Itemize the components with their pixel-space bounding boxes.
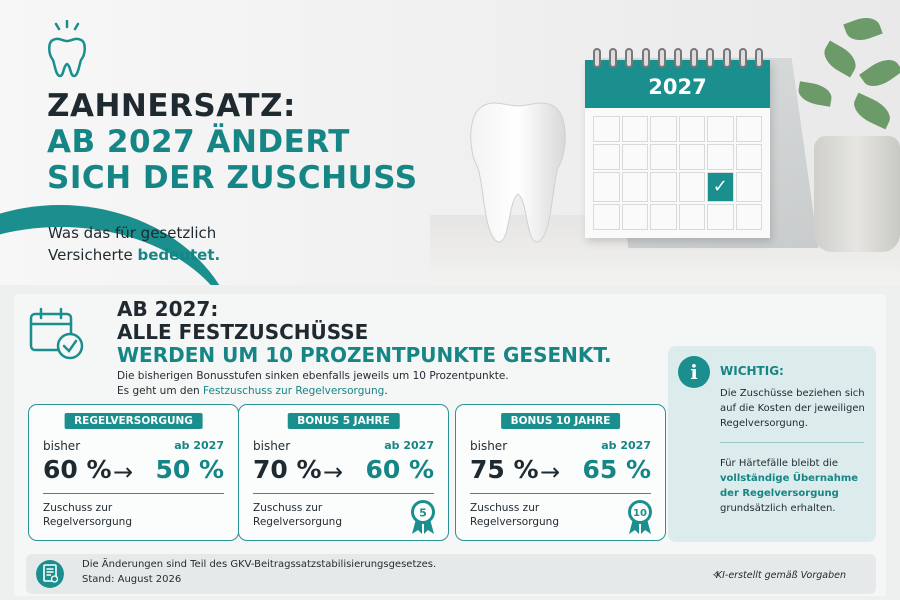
label-new: ab 2027 — [601, 439, 651, 452]
arrow-right-icon: → — [323, 458, 344, 486]
plant-leaf — [843, 12, 883, 46]
hero-subtitle-part2: Versicherte — [48, 246, 138, 264]
arrow-right-icon: → — [113, 458, 134, 486]
section-note-accent: Festzuschuss zur Regelversorgung — [203, 385, 385, 397]
document-icon — [36, 560, 64, 588]
card-badge: BONUS 10 JAHRE — [500, 413, 621, 429]
label-old: bisher — [253, 439, 291, 453]
card-footnote: Zuschuss zur Regelversorgung — [470, 501, 559, 529]
plant-leaf — [818, 40, 862, 78]
info-text1: Die Zuschüsse beziehen sich auf die Kost… — [720, 388, 865, 429]
info-text2-accent: vollständige Übernahme der Regelversorgu… — [720, 473, 859, 499]
hero-title-line1: ZAHNERSATZ: — [47, 88, 296, 124]
plant-pot-image — [814, 136, 900, 252]
medal-10-number: 10 — [633, 508, 647, 519]
card-bonus-5: BONUS 5 JAHRE bisher ab 2027 70 % → 60 %… — [238, 404, 449, 541]
calendar-check-outline-icon — [29, 307, 84, 360]
label-old: bisher — [470, 439, 508, 453]
desk-calendar-image: 2027 ✓ — [585, 48, 819, 248]
section-note: Die bisherigen Bonusstufen sinken ebenfa… — [117, 369, 509, 399]
medal-5-icon: 5 — [411, 500, 435, 534]
card-footnote-line1: Zuschuss zur — [253, 502, 323, 514]
card-footnote: Zuschuss zur Regelversorgung — [43, 501, 132, 529]
footer-date: Stand: August 2026 — [82, 574, 182, 585]
hero-subtitle: Was das für gesetzlich Versicherte bedeu… — [48, 222, 220, 266]
plant-leaf — [849, 92, 895, 130]
card-footnote-line2: Regelversorgung — [43, 516, 132, 528]
footer: Die Änderungen sind Teil des GKV-Beitrag… — [26, 554, 876, 594]
value-old: 70 % — [253, 455, 322, 484]
ai-generated-note: KI-erstellt gemäß Vorgaben — [715, 570, 846, 581]
calendar-rings — [593, 48, 763, 68]
hero-title-line3: SICH DER ZUSCHUSS — [47, 160, 418, 196]
plant-leaf — [796, 81, 834, 107]
hero-title-line2: AB 2027 ÄNDERT — [47, 124, 350, 160]
label-old: bisher — [43, 439, 81, 453]
plant-leaf — [859, 53, 900, 93]
info-icon: i — [678, 356, 710, 388]
info-divider — [720, 442, 864, 443]
hero-subtitle-accent: bedeutet. — [137, 246, 221, 264]
info-text2: Für Härtefälle bleibt die vollständige Ü… — [720, 456, 870, 516]
calendar-face: 2027 ✓ — [585, 60, 770, 238]
card-bonus-10: BONUS 10 JAHRE bisher ab 2027 75 % → 65 … — [455, 404, 666, 541]
card-footnote: Zuschuss zur Regelversorgung — [253, 501, 342, 529]
card-badge: REGELVERSORGUNG — [64, 413, 203, 429]
arrow-right-icon: → — [540, 458, 561, 486]
tooth-model-image — [470, 102, 566, 243]
tooth-icon — [48, 20, 86, 78]
section-title-line3: WERDEN UM 10 PROZENTPUNKTE GESENKT. — [117, 343, 612, 367]
info-box: i WICHTIG: Die Zuschüsse beziehen sich a… — [668, 346, 876, 542]
calendar-grid: ✓ — [593, 116, 762, 230]
section-note-line1: Die bisherigen Bonusstufen sinken ebenfa… — [117, 370, 509, 382]
card-footnote-line2: Regelversorgung — [253, 516, 342, 528]
section-note-line2: Es geht um den — [117, 385, 204, 397]
value-old: 60 % — [43, 455, 112, 484]
hero-subtitle-part1: Was das für gesetzlich — [48, 224, 217, 242]
info-text2-part1: Für Härtefälle bleibt die — [720, 458, 838, 469]
medal-10-icon: 10 — [628, 500, 652, 534]
card-footnote-line1: Zuschuss zur — [470, 502, 540, 514]
value-new: 60 % — [365, 455, 434, 484]
value-old: 75 % — [470, 455, 539, 484]
ai-sparkle-icon: ⟡ — [712, 568, 720, 581]
value-new: 65 % — [582, 455, 651, 484]
label-new: ab 2027 — [384, 439, 434, 452]
card-footnote-line2: Regelversorgung — [470, 516, 559, 528]
section-note-end: . — [384, 385, 388, 397]
hero-title: ZAHNERSATZ: AB 2027 ÄNDERT SICH DER ZUSC… — [47, 88, 418, 196]
card-divider — [470, 493, 651, 494]
calendar-check-icon: ✓ — [707, 172, 734, 202]
section-title-line2: ALLE FESTZUSCHÜSSE — [117, 320, 369, 344]
calendar-year: 2027 — [585, 60, 770, 108]
medal-5-number: 5 — [419, 507, 427, 520]
card-badge: BONUS 5 JAHRE — [287, 413, 400, 429]
hero-banner: ZAHNERSATZ: AB 2027 ÄNDERT SICH DER ZUSC… — [0, 0, 900, 285]
card-regelversorgung: REGELVERSORGUNG bisher ab 2027 60 % → 50… — [28, 404, 239, 541]
footer-law-note: Die Änderungen sind Teil des GKV-Beitrag… — [82, 559, 437, 570]
card-footnote-line1: Zuschuss zur — [43, 502, 113, 514]
label-new: ab 2027 — [174, 439, 224, 452]
value-new: 50 % — [155, 455, 224, 484]
info-text2-part2: grundsätzlich erhalten. — [720, 503, 836, 514]
card-divider — [253, 493, 434, 494]
section-title: AB 2027: ALLE FESTZUSCHÜSSE WERDEN UM 10… — [117, 298, 612, 367]
info-title: WICHTIG: — [720, 364, 784, 378]
section-title-line1: AB 2027: — [117, 297, 219, 321]
card-divider — [43, 493, 224, 494]
